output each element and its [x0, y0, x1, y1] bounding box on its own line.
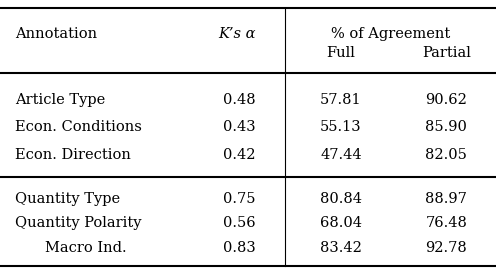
Text: 0.83: 0.83: [223, 241, 256, 255]
Text: 0.56: 0.56: [223, 216, 256, 230]
Text: 0.48: 0.48: [223, 93, 256, 107]
Text: 76.48: 76.48: [426, 216, 467, 230]
Text: Econ. Conditions: Econ. Conditions: [15, 120, 142, 135]
Text: 0.43: 0.43: [223, 120, 256, 135]
Text: 82.05: 82.05: [426, 148, 467, 162]
Text: Full: Full: [326, 46, 356, 61]
Text: 57.81: 57.81: [320, 93, 362, 107]
Text: 85.90: 85.90: [426, 120, 467, 135]
Text: Econ. Direction: Econ. Direction: [15, 148, 131, 162]
Text: 90.62: 90.62: [426, 93, 467, 107]
Text: Quantity Type: Quantity Type: [15, 192, 120, 206]
Text: 0.75: 0.75: [223, 192, 256, 206]
Text: Macro Ind.: Macro Ind.: [45, 241, 126, 255]
Text: 47.44: 47.44: [320, 148, 362, 162]
Text: K’s α: K’s α: [218, 27, 256, 41]
Text: Article Type: Article Type: [15, 93, 105, 107]
Text: 83.42: 83.42: [320, 241, 362, 255]
Text: Annotation: Annotation: [15, 27, 97, 41]
Text: 80.84: 80.84: [320, 192, 362, 206]
Text: % of Agreement: % of Agreement: [331, 27, 450, 41]
Text: 88.97: 88.97: [426, 192, 467, 206]
Text: 0.42: 0.42: [223, 148, 256, 162]
Text: 68.04: 68.04: [320, 216, 362, 230]
Text: Partial: Partial: [422, 46, 471, 61]
Text: 92.78: 92.78: [426, 241, 467, 255]
Text: Quantity Polarity: Quantity Polarity: [15, 216, 141, 230]
Text: 55.13: 55.13: [320, 120, 362, 135]
